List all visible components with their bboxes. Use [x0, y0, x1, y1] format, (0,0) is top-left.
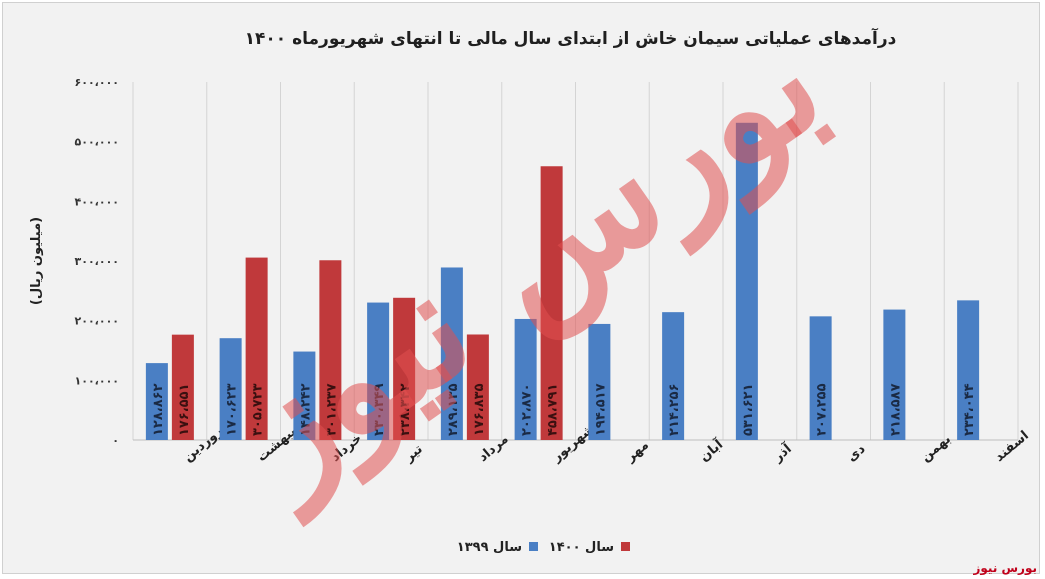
data-label: ۱۲۸،۸۶۲	[151, 383, 166, 436]
bar-6-series-1399	[588, 323, 611, 440]
source-credit: بورس نیوز	[973, 561, 1037, 575]
data-label: ۲۳۸،۳۴۲	[398, 383, 413, 436]
bar-11-series-1399	[957, 300, 980, 440]
data-label: ۲۸۹،۱۳۵	[446, 383, 461, 436]
data-label: ۴۵۸،۷۹۱	[546, 383, 561, 436]
bar-2-series-1399	[293, 351, 316, 440]
bar-2-series-1400	[319, 260, 342, 440]
x-tick-label: بهمن	[918, 432, 954, 465]
bar-0-series-1399	[145, 363, 168, 440]
y-tick-label: ۵۰۰،۰۰۰	[75, 136, 119, 149]
bar-4-series-1400	[466, 334, 489, 440]
data-label: ۱۴۸،۲۴۲	[298, 383, 313, 436]
legend-label-1400: سال ۱۴۰۰	[549, 540, 614, 555]
legend-swatch-1400	[621, 542, 630, 551]
bar-3-series-1399	[367, 302, 390, 440]
data-label: ۱۹۴،۵۱۷	[593, 383, 608, 436]
bar-7-series-1399	[662, 312, 685, 440]
legend-swatch-1399	[529, 542, 538, 551]
y-tick-label: ۱۰۰،۰۰۰	[75, 374, 119, 387]
y-tick-label: ۲۰۰،۰۰۰	[75, 315, 119, 328]
data-label: ۲۱۴،۲۵۶	[667, 383, 682, 436]
data-label: ۳۰۵،۷۲۳	[251, 383, 266, 436]
data-label: ۲۰۷،۲۵۵	[815, 383, 830, 436]
data-label: ۱۷۶،۸۳۵	[472, 383, 487, 436]
y-tick-label: ۳۰۰،۰۰۰	[75, 255, 119, 268]
bar-3-series-1400	[393, 297, 416, 440]
bar-1-series-1399	[219, 338, 242, 440]
bar-4-series-1399	[440, 267, 463, 440]
bar-5-series-1399	[514, 318, 537, 440]
bar-8-series-1399	[735, 122, 758, 440]
x-tick-label: آذر	[769, 440, 795, 466]
x-tick-label: دی	[845, 441, 869, 465]
data-label: ۱۷۶،۵۵۱	[177, 383, 192, 436]
y-tick-label: ۶۰۰،۰۰۰	[75, 76, 119, 89]
data-label: ۲۳۴،۰۴۴	[962, 383, 977, 436]
bar-10-series-1399	[883, 309, 906, 440]
x-tick-label: مهر	[623, 438, 652, 466]
bar-9-series-1399	[809, 316, 832, 440]
y-tick-label: ۴۰۰،۰۰۰	[75, 195, 119, 208]
data-label: ۲۳۰،۳۴۹	[372, 383, 387, 436]
data-label: ۲۰۲،۸۷۰	[520, 383, 535, 436]
y-axis-label: (میلیون ریال)	[29, 217, 44, 305]
legend-label-1399: سال ۱۳۹۹	[457, 540, 522, 555]
y-tick-label: ۰	[112, 434, 119, 447]
data-label: ۳۰۱،۲۳۷	[324, 383, 339, 436]
x-tick-label: اسفند	[992, 428, 1032, 465]
chart-title: درآمدهای عملیاتی سیمان خاش از ابتدای سال…	[245, 27, 897, 49]
bar-1-series-1400	[245, 257, 268, 440]
data-label: ۲۱۸،۵۸۷	[888, 383, 903, 436]
data-label: ۱۷۰،۶۲۳	[225, 383, 240, 436]
data-label: ۵۳۱،۶۲۱	[741, 383, 756, 436]
bar-0-series-1400	[171, 334, 194, 440]
bar-5-series-1400	[540, 166, 563, 440]
